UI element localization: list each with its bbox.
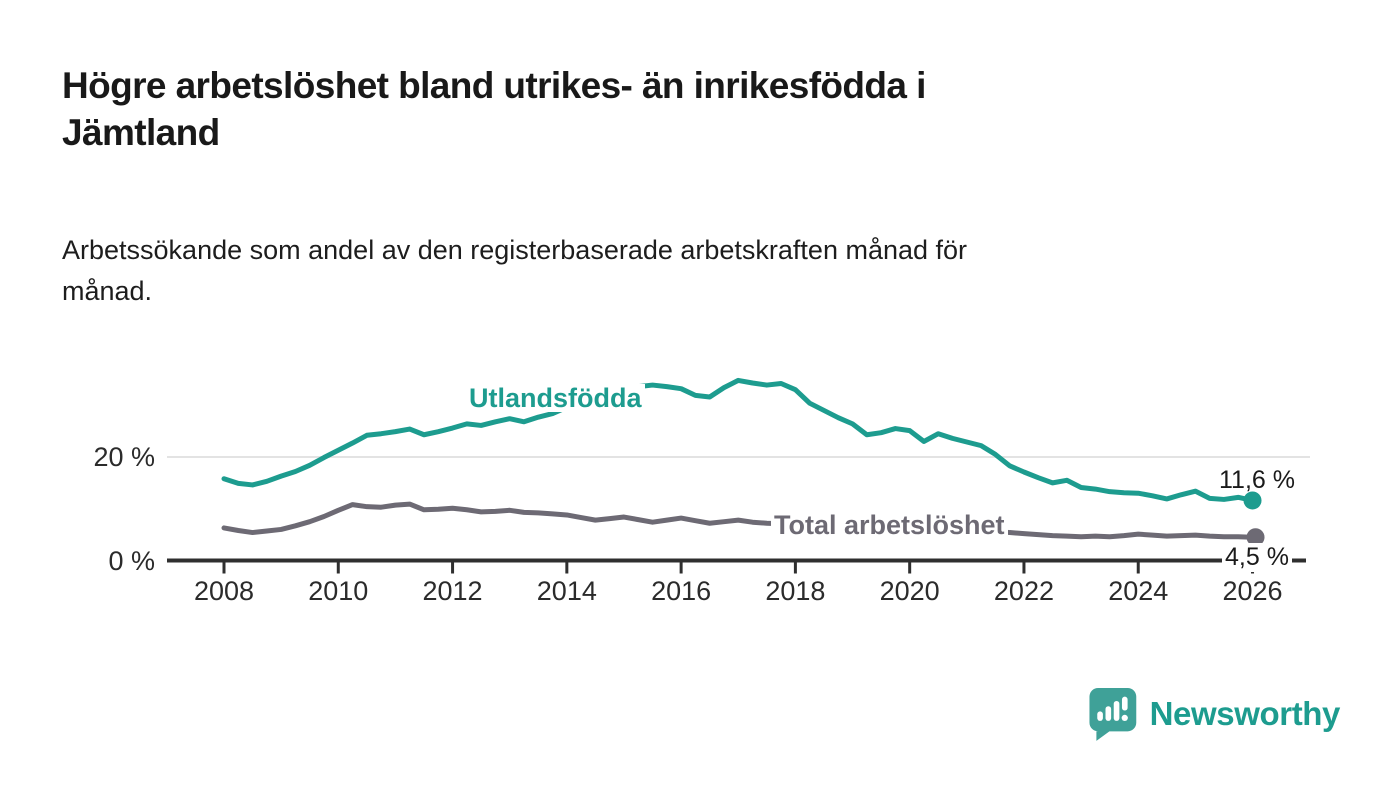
series-label-utlandsfodda: Utlandsfödda xyxy=(466,384,645,412)
x-axis-tick-label-2024: 2024 xyxy=(1108,576,1169,606)
x-axis-tick-label-2018: 2018 xyxy=(765,576,826,606)
x-axis-tick-label-2010: 2010 xyxy=(308,576,369,606)
series-label-total-arbetsloshet: Total arbetslöshet xyxy=(771,511,1008,539)
end-value-label-total: 4,5 % xyxy=(1222,543,1292,572)
x-axis-tick-label-2014: 2014 xyxy=(536,576,597,606)
subtitle-line-1: Arbetssökande som andel av den registerb… xyxy=(62,235,968,265)
line-total-arbetsloshet xyxy=(221,501,1256,540)
line-utlandsfodda xyxy=(221,377,1256,503)
chart-subtitle: Arbetssökande som andel av den registerb… xyxy=(62,230,1282,311)
newsworthy-logo-text: Newsworthy xyxy=(1149,695,1341,732)
y-axis-tick-label-0: 0 % xyxy=(108,546,155,576)
end-dot-utlandsfodda xyxy=(1243,491,1262,510)
y-axis-tick-label-20: 20 % xyxy=(93,442,155,472)
newsworthy-logo-icon xyxy=(1089,688,1136,741)
title-line-1: Högre arbetslöshet bland utrikes- än inr… xyxy=(62,65,926,106)
newsworthy-logo: Newsworthy xyxy=(1086,686,1340,742)
title-line-2: Jämtland xyxy=(62,112,220,154)
x-axis-tick-label-2008: 2008 xyxy=(193,576,255,606)
x-axis-tick-label-2016: 2016 xyxy=(651,576,712,606)
end-dot-total-arbetsloshet xyxy=(1246,528,1265,547)
page-title: Högre arbetslöshet bland utrikes- än inr… xyxy=(62,62,1262,157)
logo-bars xyxy=(1096,696,1128,722)
x-axis-tick-label-2012: 2012 xyxy=(422,576,483,606)
x-axis-tick-label-2020: 2020 xyxy=(879,576,940,606)
end-value-label-utlandsfodda: 11,6 % xyxy=(1219,466,1295,494)
x-axis-tick-label-2022: 2022 xyxy=(993,576,1054,606)
x-axis-tick-label-2026: 2026 xyxy=(1222,576,1283,606)
subtitle-line-2: månad. xyxy=(62,275,153,306)
